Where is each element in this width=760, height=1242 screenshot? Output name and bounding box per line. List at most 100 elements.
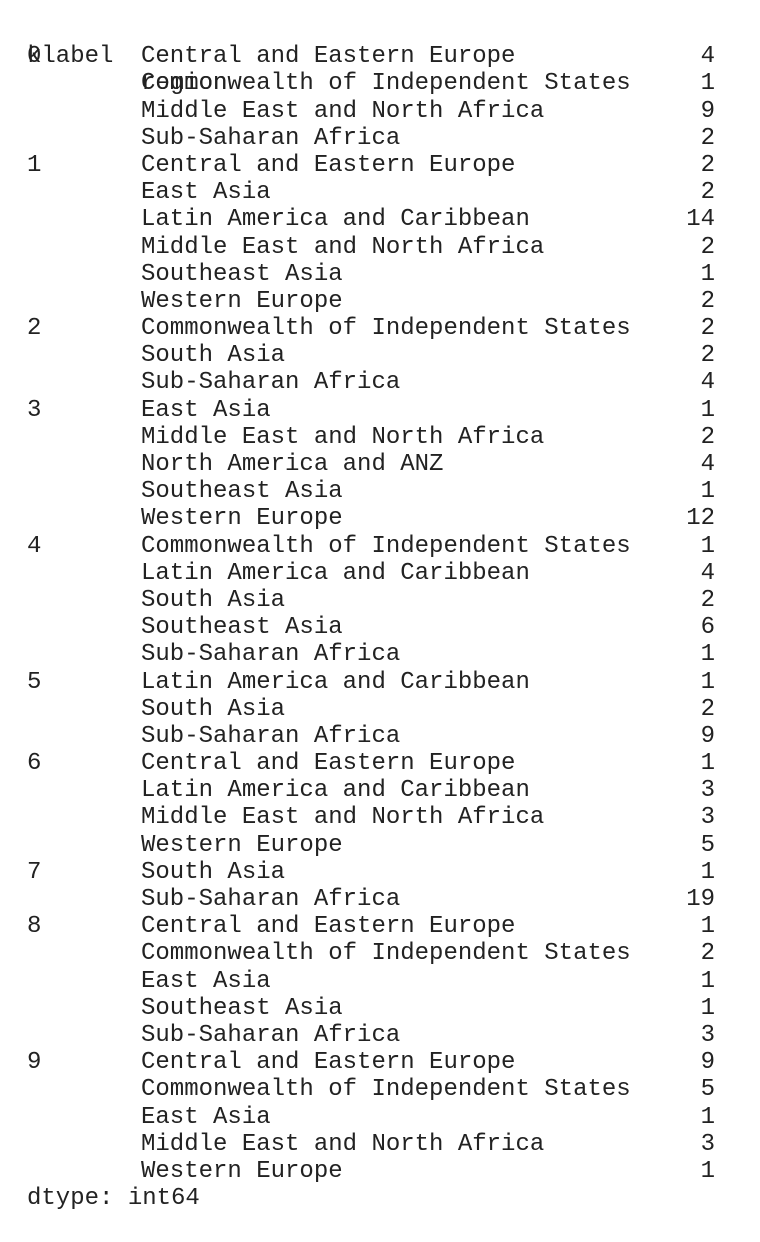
dtype-footer: dtype: int64: [27, 1185, 200, 1213]
region-cell: South Asia: [141, 342, 286, 370]
series-row: Western Europe 12: [27, 505, 727, 532]
count-cell: 2: [700, 940, 715, 968]
region-cell: Latin America and Caribbean: [141, 777, 530, 805]
region-cell: Southeast Asia: [141, 260, 343, 288]
count-cell: 9: [700, 97, 715, 125]
count-cell: 1: [700, 1103, 715, 1131]
klabel-cell: 2: [27, 315, 42, 343]
series-row: Middle East and North Africa 2: [27, 234, 727, 261]
count-cell: 2: [700, 695, 715, 723]
series-row: Commonwealth of Independent States 5: [27, 1076, 727, 1103]
count-cell: 1: [700, 1157, 715, 1185]
region-cell: Sub-Saharan Africa: [141, 369, 401, 397]
series-row: 7 South Asia 1: [27, 859, 727, 886]
series-row: 8 Central and Eastern Europe 1: [27, 913, 727, 940]
klabel-cell: 1: [27, 151, 42, 179]
series-row: Middle East and North Africa 3: [27, 1131, 727, 1158]
series-row: 6 Central and Eastern Europe 1: [27, 750, 727, 777]
region-cell: Middle East and North Africa: [141, 233, 545, 261]
series-row: South Asia 2: [27, 342, 727, 369]
series-row: Southeast Asia 1: [27, 995, 727, 1022]
count-cell: 1: [700, 260, 715, 288]
series-row: Middle East and North Africa 2: [27, 424, 727, 451]
series-row: East Asia 1: [27, 968, 727, 995]
count-cell: 4: [700, 559, 715, 587]
count-cell: 3: [700, 1021, 715, 1049]
region-cell: Southeast Asia: [141, 994, 343, 1022]
series-row: 1 Central and Eastern Europe 2: [27, 152, 727, 179]
series-row: Sub-Saharan Africa 9: [27, 723, 727, 750]
klabel-cell: 5: [27, 668, 42, 696]
klabel-cell: 3: [27, 396, 42, 424]
region-cell: East Asia: [141, 967, 271, 995]
series-row: North America and ANZ 4: [27, 451, 727, 478]
series-row: 0 Central and Eastern Europe 4: [27, 43, 727, 70]
count-cell: 1: [700, 70, 715, 98]
series-row: Sub-Saharan Africa 4: [27, 369, 727, 396]
count-cell: 1: [700, 532, 715, 560]
region-cell: Southeast Asia: [141, 478, 343, 506]
region-cell: Commonwealth of Independent States: [141, 940, 631, 968]
region-cell: South Asia: [141, 695, 286, 723]
column-name-label: region: [141, 70, 228, 98]
count-cell: 4: [700, 369, 715, 397]
count-cell: 2: [700, 179, 715, 207]
series-row: Middle East and North Africa 3: [27, 804, 727, 831]
region-cell: Central and Eastern Europe: [141, 913, 516, 941]
count-cell: 19: [686, 886, 715, 913]
series-row: 2 Commonwealth of Independent States 2: [27, 315, 727, 342]
series-row: Commonwealth of Independent States 2: [27, 940, 727, 967]
region-cell: Commonwealth of Independent States: [141, 315, 631, 343]
series-row: Western Europe 5: [27, 832, 727, 859]
series-row: Western Europe 1: [27, 1158, 727, 1185]
series-row: 3 East Asia 1: [27, 397, 727, 424]
region-cell: Commonwealth of Independent States: [141, 70, 631, 98]
region-cell: Sub-Saharan Africa: [141, 1021, 401, 1049]
count-cell: 1: [700, 668, 715, 696]
series-row: Latin America and Caribbean 14: [27, 206, 727, 233]
region-cell: Central and Eastern Europe: [141, 1049, 516, 1077]
count-cell: 5: [700, 831, 715, 859]
region-cell: Commonwealth of Independent States: [141, 532, 631, 560]
region-cell: Western Europe: [141, 505, 343, 533]
region-cell: North America and ANZ: [141, 451, 444, 478]
count-cell: 1: [700, 913, 715, 941]
series-row: East Asia 1: [27, 1104, 727, 1131]
series-row: Sub-Saharan Africa 3: [27, 1022, 727, 1049]
region-cell: East Asia: [141, 1103, 271, 1131]
region-cell: Sub-Saharan Africa: [141, 722, 401, 750]
region-cell: Central and Eastern Europe: [141, 151, 516, 179]
series-row: 4 Commonwealth of Independent States 1: [27, 533, 727, 560]
series-row: Middle East and North Africa 9: [27, 98, 727, 125]
series-row: Latin America and Caribbean 3: [27, 777, 727, 804]
region-cell: Latin America and Caribbean: [141, 206, 530, 234]
series-rows: 0 Central and Eastern Europe 4 Commonwealth…: [27, 43, 727, 1185]
count-cell: 2: [700, 315, 715, 343]
region-cell: South Asia: [141, 858, 286, 886]
series-row: Southeast Asia 1: [27, 261, 727, 288]
klabel-cell: 9: [27, 1049, 42, 1077]
region-cell: Central and Eastern Europe: [141, 43, 516, 71]
region-cell: Sub-Saharan Africa: [141, 641, 401, 669]
series-row: Southeast Asia 1: [27, 478, 727, 505]
header-row: klabel region: [27, 16, 727, 97]
count-cell: 2: [700, 124, 715, 152]
series-row: South Asia 2: [27, 696, 727, 723]
series-row: Sub-Saharan Africa 1: [27, 641, 727, 668]
region-cell: East Asia: [141, 396, 271, 424]
klabel-cell: 6: [27, 750, 42, 778]
count-cell: 1: [700, 858, 715, 886]
region-cell: Middle East and North Africa: [141, 423, 545, 451]
region-cell: Middle East and North Africa: [141, 1130, 545, 1158]
region-cell: Sub-Saharan Africa: [141, 886, 401, 913]
region-cell: Middle East and North Africa: [141, 804, 545, 832]
count-cell: 2: [700, 586, 715, 614]
count-cell: 3: [700, 777, 715, 805]
count-cell: 12: [686, 505, 715, 533]
count-cell: 1: [700, 967, 715, 995]
count-cell: 4: [700, 451, 715, 478]
region-cell: South Asia: [141, 586, 286, 614]
count-cell: 4: [700, 43, 715, 71]
count-cell: 1: [700, 641, 715, 669]
count-cell: 2: [700, 233, 715, 261]
